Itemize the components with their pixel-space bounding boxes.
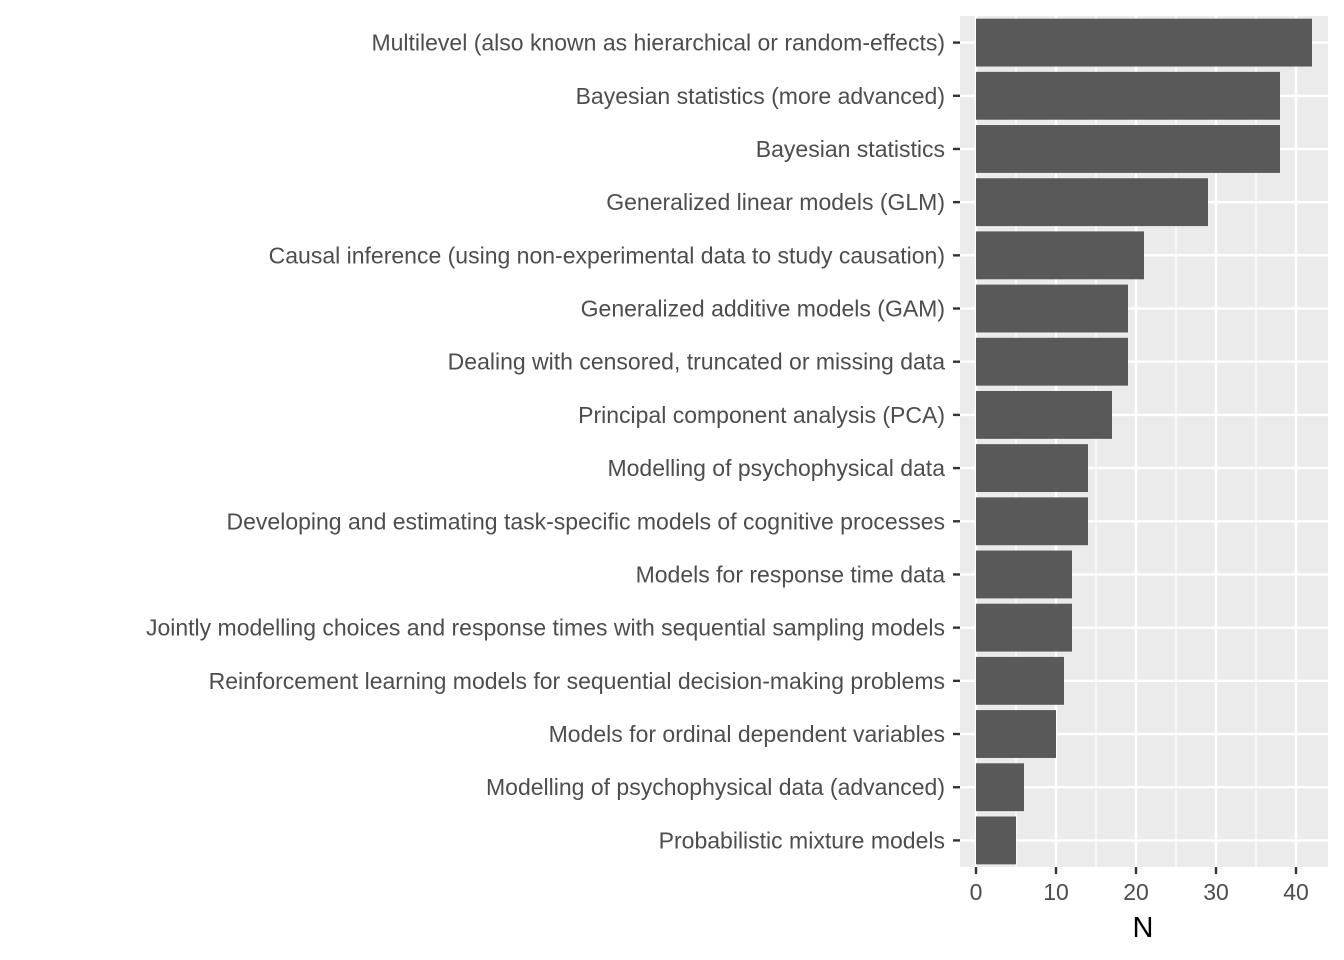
x-tick-label-2: 20 [1123,879,1149,905]
y-tick-label-6: Dealing with censored, truncated or miss… [448,349,946,375]
y-tick-label-15: Probabilistic mixture models [659,827,945,853]
y-tick-label-11: Jointly modelling choices and response t… [146,615,945,641]
bar-13 [976,710,1056,758]
y-tick-label-14: Modelling of psychophysical data (advanc… [486,774,945,800]
x-tick-label-1: 10 [1043,879,1069,905]
bars [976,18,1312,865]
bar-8 [976,444,1088,493]
x-tick-label-4: 40 [1283,879,1309,905]
bar-15 [976,816,1016,865]
y-tick-label-12: Reinforcement learning models for sequen… [209,668,945,694]
bar-0 [976,18,1312,67]
bar-5 [976,284,1128,333]
bar-4 [976,231,1144,280]
y-tick-label-0: Multilevel (also known as hierarchical o… [371,30,945,56]
y-tick-label-13: Models for ordinal dependent variables [549,721,945,747]
x-axis: 0 10 20 30 40 [970,867,1309,905]
bar-6 [976,337,1128,386]
bar-9 [976,497,1088,546]
x-axis-title: N [1133,912,1154,944]
bar-1 [976,71,1280,120]
bar-14 [976,763,1024,812]
bar-2 [976,125,1280,173]
y-tick-label-3: Generalized linear models (GLM) [606,189,945,215]
bar-7 [976,390,1112,439]
y-axis: Multilevel (also known as hierarchical o… [146,30,960,853]
bar-10 [976,550,1072,599]
y-tick-label-10: Models for response time data [636,561,946,587]
bar-12 [976,656,1064,705]
y-tick-label-5: Generalized additive models (GAM) [581,296,945,322]
y-tick-label-7: Principal component analysis (PCA) [578,402,945,428]
x-tick-label-0: 0 [970,879,983,905]
bar-11 [976,603,1072,652]
y-tick-label-2: Bayesian statistics [756,136,945,162]
x-tick-label-3: 30 [1203,879,1229,905]
y-tick-label-9: Developing and estimating task-specific … [227,508,945,534]
y-tick-label-8: Modelling of psychophysical data [607,455,945,481]
y-tick-label-4: Causal inference (using non-experimental… [269,242,945,268]
bar-3 [976,178,1208,227]
y-tick-label-1: Bayesian statistics (more advanced) [576,83,945,109]
